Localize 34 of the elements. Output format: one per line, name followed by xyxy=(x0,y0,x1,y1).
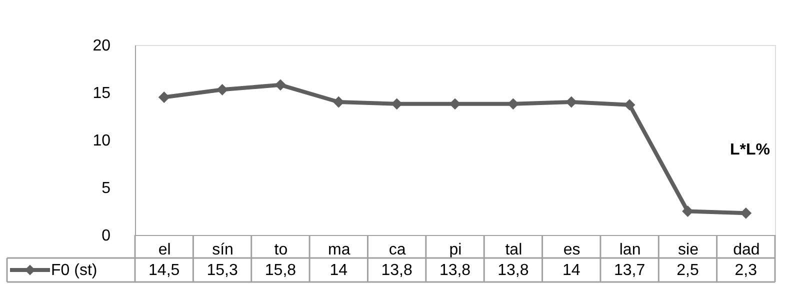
annotation: L*L% xyxy=(730,142,770,158)
data-label: 13,8 xyxy=(439,262,471,279)
data-label: 15,8 xyxy=(264,262,296,279)
x-tick-label: tal xyxy=(505,242,522,258)
y-tick-label: 10 xyxy=(92,132,111,150)
x-tick-label: ma xyxy=(328,242,350,258)
x-tick-label: to xyxy=(274,242,288,258)
x-tick-label: es xyxy=(563,242,580,258)
x-tick-label: pi xyxy=(449,242,462,258)
x-tick-label: sín xyxy=(212,242,234,258)
data-label: 14 xyxy=(562,262,580,279)
point xyxy=(332,96,344,108)
x-tick-label: sie xyxy=(678,242,699,258)
x-tick-label: dad xyxy=(733,242,760,258)
x-tick-label: el xyxy=(158,242,171,258)
x-tick-label: ca xyxy=(388,242,406,258)
legend-label: F0 (st) xyxy=(51,262,98,279)
data-label: 2,5 xyxy=(676,262,699,279)
data-label: 2,3 xyxy=(734,262,758,279)
y-tick-label: 15 xyxy=(92,85,111,102)
x-tick-label: lan xyxy=(619,242,641,258)
data-label: 13,8 xyxy=(498,262,529,279)
point xyxy=(158,92,170,103)
data-label: 14 xyxy=(330,262,348,279)
point xyxy=(216,84,228,96)
data-label: 15,3 xyxy=(206,262,238,279)
data-label: 14,5 xyxy=(148,262,180,279)
y-tick-label: 0 xyxy=(102,228,111,244)
point xyxy=(274,79,286,91)
y-tick-label: 20 xyxy=(92,38,111,54)
point xyxy=(682,206,694,217)
data-label: 13,7 xyxy=(614,262,646,279)
data-label: 13,8 xyxy=(381,262,412,279)
y-tick-label: 5 xyxy=(102,180,111,197)
